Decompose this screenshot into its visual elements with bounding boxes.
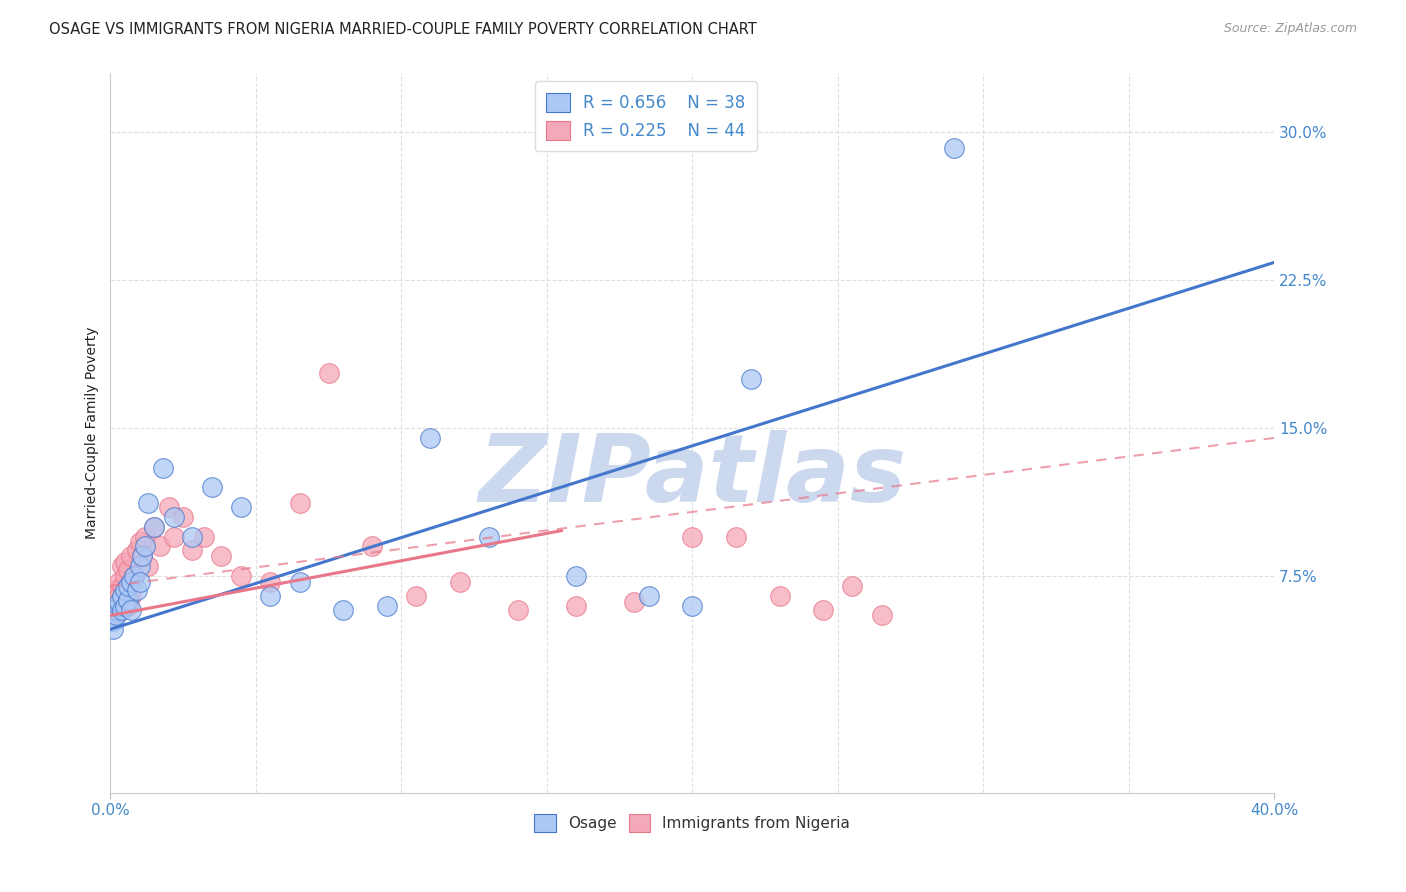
Point <box>103 602 125 616</box>
Point <box>637 589 659 603</box>
Point <box>201 480 224 494</box>
Point <box>769 589 792 603</box>
Point <box>128 535 150 549</box>
Point <box>131 549 153 564</box>
Point <box>405 589 427 603</box>
Point <box>108 599 131 613</box>
Point <box>209 549 232 564</box>
Point <box>128 559 150 574</box>
Point <box>152 460 174 475</box>
Point <box>332 602 354 616</box>
Point <box>288 574 311 589</box>
Point <box>841 579 863 593</box>
Point <box>681 599 703 613</box>
Point <box>111 559 134 574</box>
Point <box>108 574 131 589</box>
Point <box>105 582 128 597</box>
Point <box>125 582 148 597</box>
Point <box>111 589 134 603</box>
Point <box>105 608 128 623</box>
Point <box>565 569 588 583</box>
Point <box>478 530 501 544</box>
Point <box>231 569 253 583</box>
Point <box>117 599 139 613</box>
Point <box>111 602 134 616</box>
Point <box>318 366 340 380</box>
Point <box>288 496 311 510</box>
Point <box>231 500 253 514</box>
Point <box>117 592 139 607</box>
Text: OSAGE VS IMMIGRANTS FROM NIGERIA MARRIED-COUPLE FAMILY POVERTY CORRELATION CHART: OSAGE VS IMMIGRANTS FROM NIGERIA MARRIED… <box>49 22 756 37</box>
Point <box>108 594 131 608</box>
Point <box>117 579 139 593</box>
Point <box>180 543 202 558</box>
Point <box>131 549 153 564</box>
Point <box>943 141 966 155</box>
Point <box>120 589 142 603</box>
Point <box>114 582 136 597</box>
Point <box>103 622 125 636</box>
Point <box>143 519 166 533</box>
Point <box>105 602 128 616</box>
Text: Source: ZipAtlas.com: Source: ZipAtlas.com <box>1223 22 1357 36</box>
Point <box>172 509 194 524</box>
Point <box>117 563 139 577</box>
Point <box>111 579 134 593</box>
Point <box>114 599 136 613</box>
Point <box>565 599 588 613</box>
Point <box>134 530 156 544</box>
Point <box>122 569 145 583</box>
Point <box>163 509 186 524</box>
Point <box>125 543 148 558</box>
Point <box>259 589 281 603</box>
Point <box>114 555 136 569</box>
Point <box>108 589 131 603</box>
Point <box>870 608 893 623</box>
Point <box>259 574 281 589</box>
Point <box>120 602 142 616</box>
Point <box>361 540 384 554</box>
Point <box>120 549 142 564</box>
Point <box>105 608 128 623</box>
Point <box>163 530 186 544</box>
Point <box>681 530 703 544</box>
Point <box>128 574 150 589</box>
Point <box>120 574 142 589</box>
Point <box>149 540 172 554</box>
Point <box>449 574 471 589</box>
Point <box>623 594 645 608</box>
Point <box>740 372 762 386</box>
Point <box>506 602 529 616</box>
Point <box>143 519 166 533</box>
Point <box>136 496 159 510</box>
Y-axis label: Married-Couple Family Poverty: Married-Couple Family Poverty <box>86 326 100 540</box>
Point <box>813 602 835 616</box>
Point <box>122 569 145 583</box>
Legend: Osage, Immigrants from Nigeria: Osage, Immigrants from Nigeria <box>527 806 858 839</box>
Point <box>419 431 441 445</box>
Point <box>157 500 180 514</box>
Point <box>134 540 156 554</box>
Point <box>136 559 159 574</box>
Point <box>103 594 125 608</box>
Point <box>724 530 747 544</box>
Point <box>103 615 125 629</box>
Point <box>193 530 215 544</box>
Point <box>375 599 398 613</box>
Text: ZIPatlas: ZIPatlas <box>478 430 907 522</box>
Point <box>114 569 136 583</box>
Point <box>180 530 202 544</box>
